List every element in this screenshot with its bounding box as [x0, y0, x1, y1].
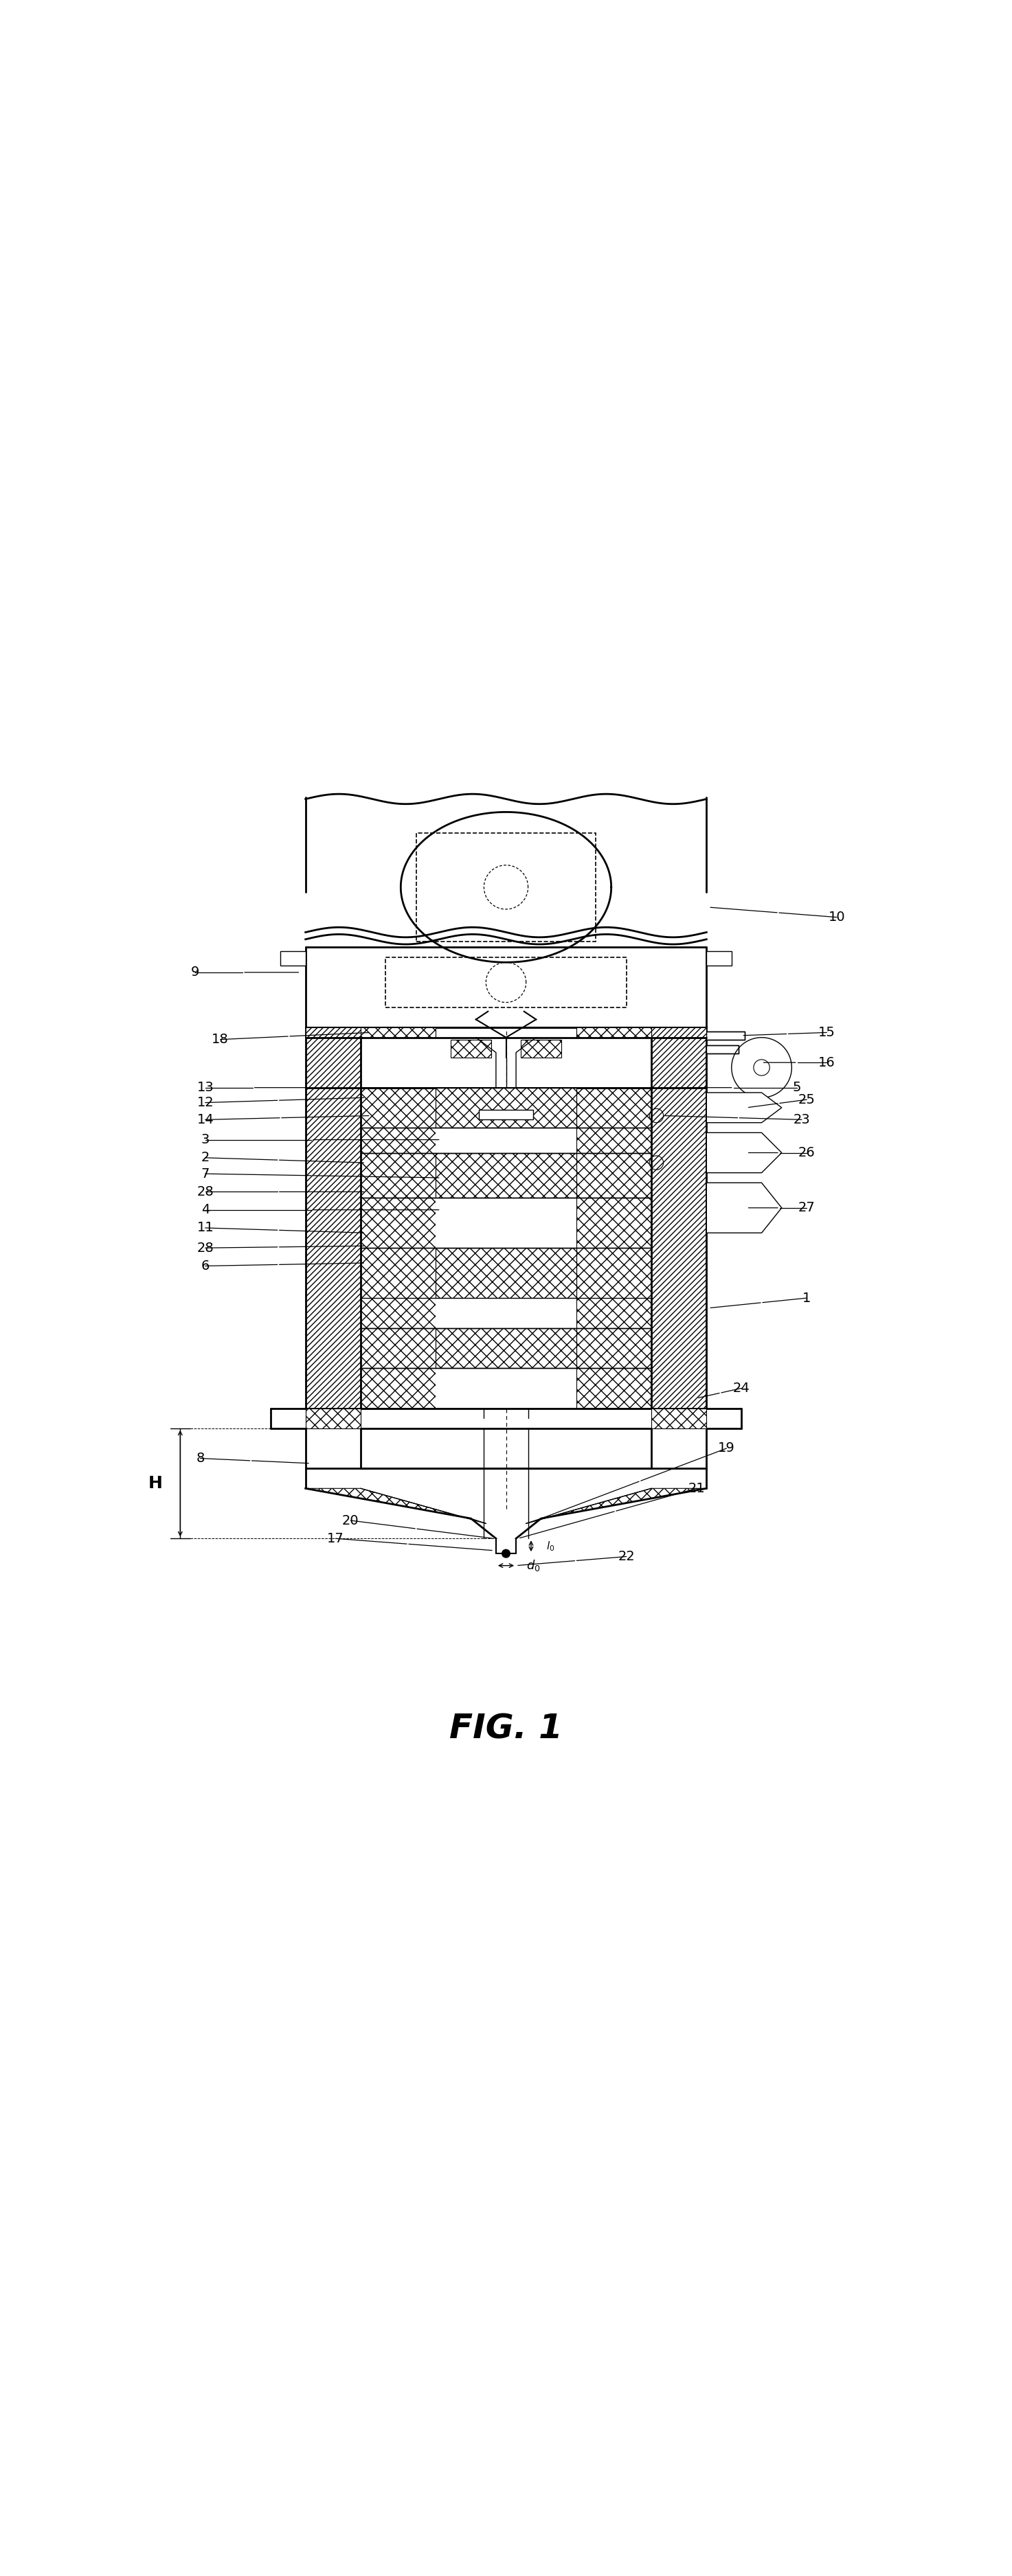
Polygon shape: [652, 1038, 706, 1087]
Text: 7: 7: [201, 1167, 209, 1180]
Text: 6: 6: [201, 1260, 209, 1273]
Text: 19: 19: [719, 1443, 735, 1455]
Bar: [436, 1247, 576, 1298]
Text: 22: 22: [617, 1551, 635, 1564]
Bar: [436, 1329, 576, 1368]
Polygon shape: [706, 1182, 781, 1234]
Text: 26: 26: [798, 1146, 816, 1159]
Text: 28: 28: [196, 1242, 214, 1255]
Circle shape: [502, 1551, 510, 1558]
Text: 1: 1: [803, 1291, 811, 1303]
Text: 15: 15: [819, 1025, 835, 1038]
Bar: [306, 1087, 360, 1409]
Polygon shape: [306, 1489, 486, 1522]
Bar: [306, 1028, 360, 1038]
Polygon shape: [526, 1489, 706, 1522]
Bar: [576, 1028, 652, 1038]
Text: $d_0$: $d_0$: [526, 1558, 540, 1574]
Text: 18: 18: [212, 1033, 229, 1046]
Bar: [436, 1198, 576, 1247]
Text: 17: 17: [327, 1533, 344, 1546]
Bar: [436, 1128, 576, 1151]
Text: 2: 2: [201, 1151, 209, 1164]
Bar: [280, 951, 306, 966]
Bar: [706, 1046, 739, 1054]
Bar: [417, 832, 595, 940]
Polygon shape: [706, 1133, 781, 1172]
Bar: [360, 1087, 436, 1409]
Text: 13: 13: [196, 1082, 214, 1095]
Bar: [360, 1028, 436, 1038]
Text: 9: 9: [191, 966, 199, 979]
Text: 23: 23: [793, 1113, 811, 1126]
Bar: [521, 1041, 561, 1059]
Bar: [652, 1087, 706, 1409]
Bar: [306, 1409, 360, 1427]
Text: 10: 10: [829, 912, 845, 925]
Text: FIG. 1: FIG. 1: [449, 1713, 563, 1747]
Bar: [706, 951, 732, 966]
Text: $l_0$: $l_0$: [546, 1540, 555, 1553]
Text: 11: 11: [196, 1221, 214, 1234]
Text: 3: 3: [201, 1133, 209, 1146]
Bar: [479, 1110, 533, 1121]
Bar: [436, 1151, 576, 1198]
Bar: [386, 958, 626, 1007]
Text: 14: 14: [196, 1113, 214, 1126]
Text: 24: 24: [733, 1381, 750, 1394]
Bar: [576, 1087, 652, 1409]
Bar: [436, 1087, 576, 1128]
Bar: [652, 1409, 706, 1427]
Text: 21: 21: [688, 1481, 705, 1494]
Text: 25: 25: [798, 1092, 816, 1105]
Text: 16: 16: [819, 1056, 835, 1069]
Bar: [652, 1028, 706, 1038]
Bar: [436, 1298, 576, 1329]
Text: 12: 12: [196, 1097, 214, 1110]
Text: 5: 5: [792, 1082, 802, 1095]
Text: 8: 8: [196, 1453, 204, 1466]
Bar: [436, 1368, 576, 1409]
Text: 4: 4: [201, 1203, 209, 1216]
Text: H: H: [148, 1476, 162, 1492]
Text: 20: 20: [342, 1515, 359, 1528]
Bar: [706, 1030, 745, 1041]
Bar: [451, 1041, 491, 1059]
Text: 27: 27: [798, 1200, 816, 1213]
Polygon shape: [706, 1092, 781, 1123]
Polygon shape: [306, 1038, 360, 1087]
Text: 28: 28: [196, 1185, 214, 1198]
